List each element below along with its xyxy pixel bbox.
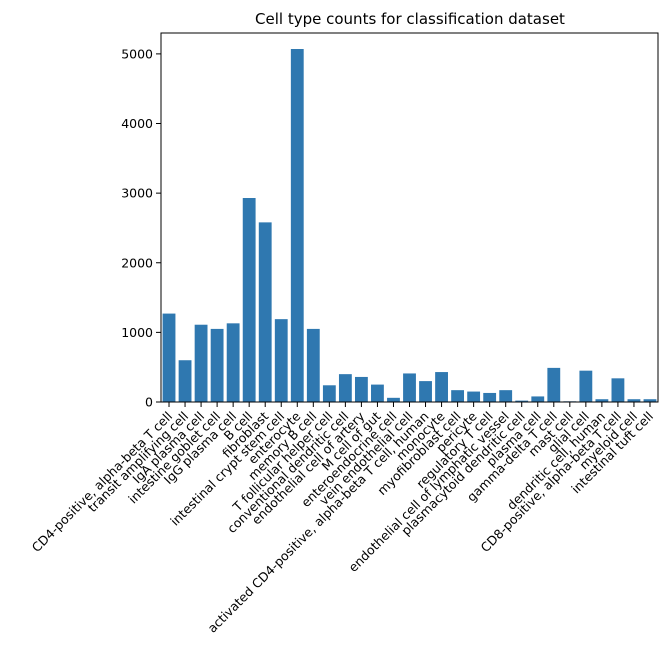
bar-8 xyxy=(290,49,304,402)
bar-10 xyxy=(322,385,336,402)
y-tick-label-5: 5000 xyxy=(121,46,153,61)
bar-3 xyxy=(210,328,224,402)
bar-7 xyxy=(274,319,288,402)
bar-21 xyxy=(499,390,513,402)
bar-0 xyxy=(162,313,176,402)
bar-15 xyxy=(403,373,416,402)
bar-26 xyxy=(579,370,593,402)
y-tick-label-3: 3000 xyxy=(121,186,153,201)
y-tick-label-0: 0 xyxy=(145,395,153,410)
bar-13 xyxy=(371,384,384,402)
y-tick-label-2: 2000 xyxy=(121,255,153,270)
bar-2 xyxy=(194,324,208,402)
bar-9 xyxy=(306,328,320,402)
plot-frame xyxy=(160,32,659,403)
bar-11 xyxy=(338,374,352,402)
bar-22 xyxy=(515,400,529,402)
bar-29 xyxy=(627,399,641,402)
y-tick-label-1: 1000 xyxy=(121,325,153,340)
bar-18 xyxy=(451,390,465,402)
bar-14 xyxy=(387,397,400,402)
bar-19 xyxy=(467,391,481,402)
chart-title: Cell type counts for classification data… xyxy=(255,10,565,28)
y-axis: 0 1000 2000 3000 4000 5000 xyxy=(121,46,161,410)
bar-30 xyxy=(643,399,657,402)
y-tick-label-4: 4000 xyxy=(121,116,153,131)
bar-27 xyxy=(595,399,609,402)
bar-4 xyxy=(226,323,240,402)
bars-group xyxy=(162,49,657,402)
bar-20 xyxy=(483,392,497,402)
bar-12 xyxy=(354,376,368,402)
bar-6 xyxy=(258,222,272,402)
bar-1 xyxy=(178,360,192,402)
bar-23 xyxy=(531,396,545,402)
bar-17 xyxy=(435,372,448,402)
bar-5 xyxy=(242,198,256,402)
bar-28 xyxy=(611,378,625,402)
bar-24 xyxy=(547,367,561,402)
bar-16 xyxy=(419,381,432,402)
